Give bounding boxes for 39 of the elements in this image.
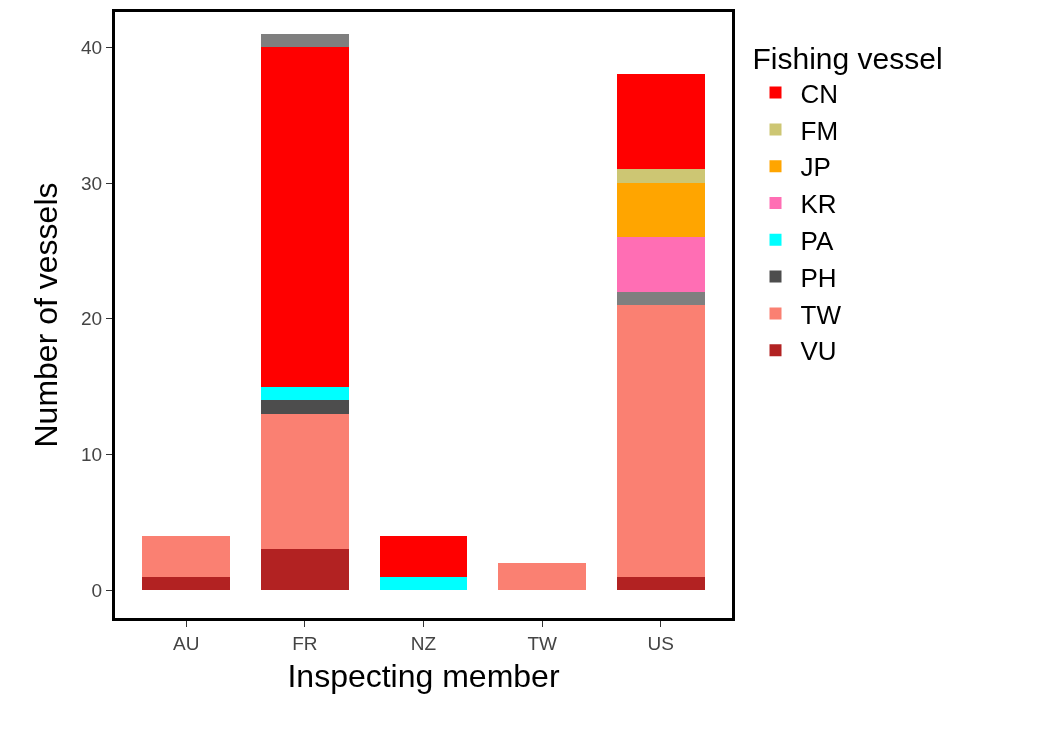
bar bbox=[260, 33, 349, 48]
y-tick-label: 40 bbox=[81, 36, 103, 58]
bar bbox=[498, 563, 587, 591]
y-tick-label: 30 bbox=[81, 172, 103, 194]
y-tick-label: 20 bbox=[81, 308, 103, 330]
legend-label: VU bbox=[800, 336, 837, 367]
x-tick-label: TW bbox=[527, 632, 557, 654]
bar bbox=[616, 169, 705, 184]
legend-label: CN bbox=[800, 78, 839, 109]
bar bbox=[260, 47, 349, 387]
y-tick-label: 0 bbox=[91, 579, 103, 601]
bar bbox=[616, 183, 705, 238]
legend-label: JP bbox=[800, 152, 831, 183]
x-axis-title: Inspecting member bbox=[287, 657, 560, 694]
legend-label: PA bbox=[800, 225, 834, 256]
y-tick-label: 10 bbox=[81, 444, 103, 466]
bar bbox=[142, 576, 231, 591]
legend-label: KR bbox=[800, 189, 837, 220]
legend-label: PH bbox=[800, 262, 837, 293]
bar bbox=[616, 291, 705, 306]
bar bbox=[260, 413, 349, 550]
x-tick-label: US bbox=[647, 632, 675, 654]
bar bbox=[616, 305, 705, 577]
bar bbox=[260, 386, 349, 401]
bar bbox=[142, 535, 231, 577]
bar bbox=[616, 237, 705, 292]
bar bbox=[379, 535, 468, 577]
x-tick-label: NZ bbox=[410, 632, 437, 654]
x-tick-label: FR bbox=[292, 632, 318, 654]
y-axis-title: Number of vessels bbox=[28, 182, 65, 448]
legend-label: FM bbox=[800, 115, 839, 146]
bar bbox=[616, 576, 705, 591]
x-tick-label: AU bbox=[172, 632, 200, 654]
bar bbox=[616, 74, 705, 170]
bar bbox=[260, 400, 349, 414]
legend-title: Fishing vessel bbox=[752, 42, 943, 76]
bar bbox=[379, 576, 468, 591]
legend-label: TW bbox=[800, 299, 842, 330]
bar bbox=[260, 549, 349, 591]
